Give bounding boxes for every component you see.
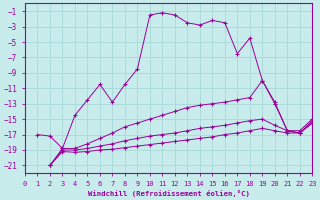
X-axis label: Windchill (Refroidissement éolien,°C): Windchill (Refroidissement éolien,°C): [88, 190, 250, 197]
